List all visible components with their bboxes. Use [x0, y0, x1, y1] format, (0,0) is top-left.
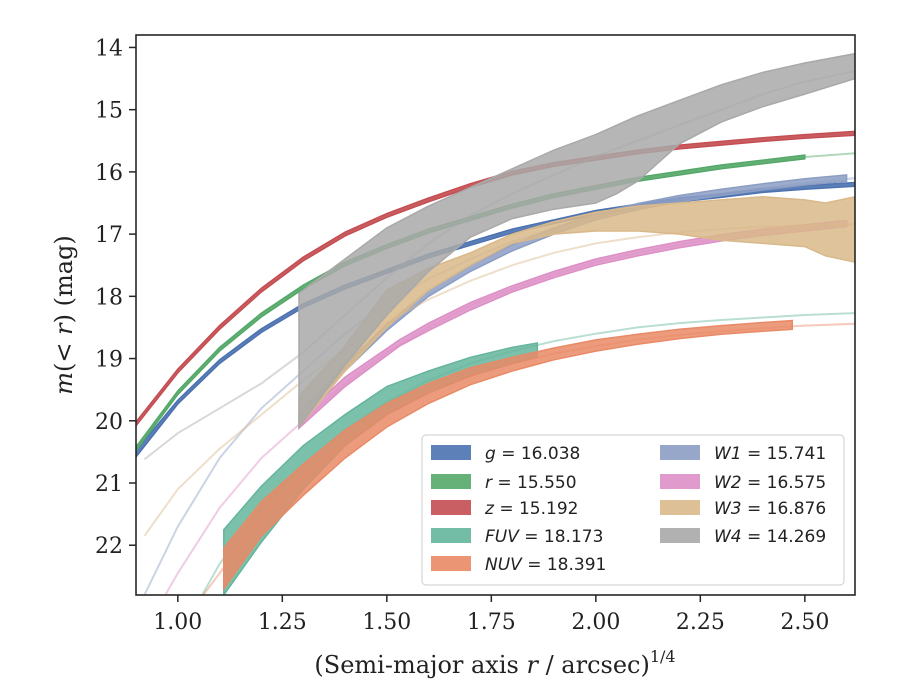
data-band-nuv [223, 319, 794, 592]
legend-item-nuv: NUV = 18.391 [431, 555, 606, 575]
y-tick-label: 21 [95, 472, 123, 497]
y-tick-label: 15 [95, 99, 123, 124]
x-tick-label: 1.25 [258, 610, 307, 635]
y-tick-label: 18 [95, 285, 123, 310]
legend-label: z = 15.192 [484, 499, 578, 519]
x-axis-label: (Semi-major axis r / arcsec)1/4 [314, 647, 675, 679]
legend-swatch [660, 528, 700, 543]
x-tick-label: 2.50 [780, 610, 829, 635]
legend-swatch [431, 500, 471, 515]
y-tick-label: 19 [95, 348, 123, 373]
y-tick-label: 17 [95, 223, 123, 248]
plot-frame [135, 34, 856, 596]
legend-swatch [431, 445, 471, 460]
legend-item-r: r = 15.550 [431, 473, 577, 493]
series-w4 [143, 52, 855, 461]
y-tick-label: 22 [95, 534, 123, 559]
data-band-w3 [298, 196, 855, 430]
legend-swatch [431, 556, 471, 571]
series-nuv [202, 319, 855, 595]
x-tick-label: 2.25 [676, 610, 725, 635]
legend-item-w1: W1 = 15.741 [660, 444, 826, 464]
legend-label: W2 = 16.575 [714, 473, 826, 493]
legend-label: W4 = 14.269 [714, 527, 826, 547]
y-axis-label: m(< r) (mag) [50, 235, 78, 395]
legend-swatch [431, 474, 471, 489]
legend-swatch [660, 474, 700, 489]
x-tick-label: 1.75 [467, 610, 516, 635]
y-tick-label: 20 [95, 410, 123, 435]
legend-label: W1 = 15.741 [714, 444, 826, 464]
legend-label: r = 15.550 [485, 473, 577, 493]
legend-label: g = 16.038 [485, 444, 580, 464]
legend-label: NUV = 18.391 [485, 555, 606, 575]
legend-item-w3: W3 = 16.876 [660, 499, 826, 519]
legend-label: W3 = 16.876 [714, 499, 826, 519]
legend-box [421, 434, 845, 586]
x-tick-label: 2.00 [571, 610, 620, 635]
y-tick-label: 14 [95, 36, 123, 61]
y-tick-label: 16 [95, 161, 123, 186]
series-w3 [143, 196, 855, 537]
x-axis-label-superscript: 1/4 [650, 647, 676, 666]
data-band-w4 [298, 52, 855, 430]
legend-swatch [660, 500, 700, 515]
legend-label: FUV = 18.173 [485, 527, 603, 547]
legend-item-z: z = 15.192 [431, 499, 578, 519]
legend: g = 16.038 r = 15.550 z = 15.192 FUV = 18.1… [421, 434, 845, 586]
x-tick-label: 1.50 [362, 610, 411, 635]
legend-item-g: g = 16.038 [431, 444, 580, 464]
data-band-z [136, 130, 855, 428]
legend-item-w4: W4 = 14.269 [660, 527, 826, 547]
x-tick-label: 1.00 [153, 610, 202, 635]
legend-item-fuv: FUV = 18.173 [431, 527, 603, 547]
legend-swatch [431, 528, 471, 543]
legend-swatch [660, 445, 700, 460]
legend-item-w2: W2 = 16.575 [660, 473, 826, 493]
